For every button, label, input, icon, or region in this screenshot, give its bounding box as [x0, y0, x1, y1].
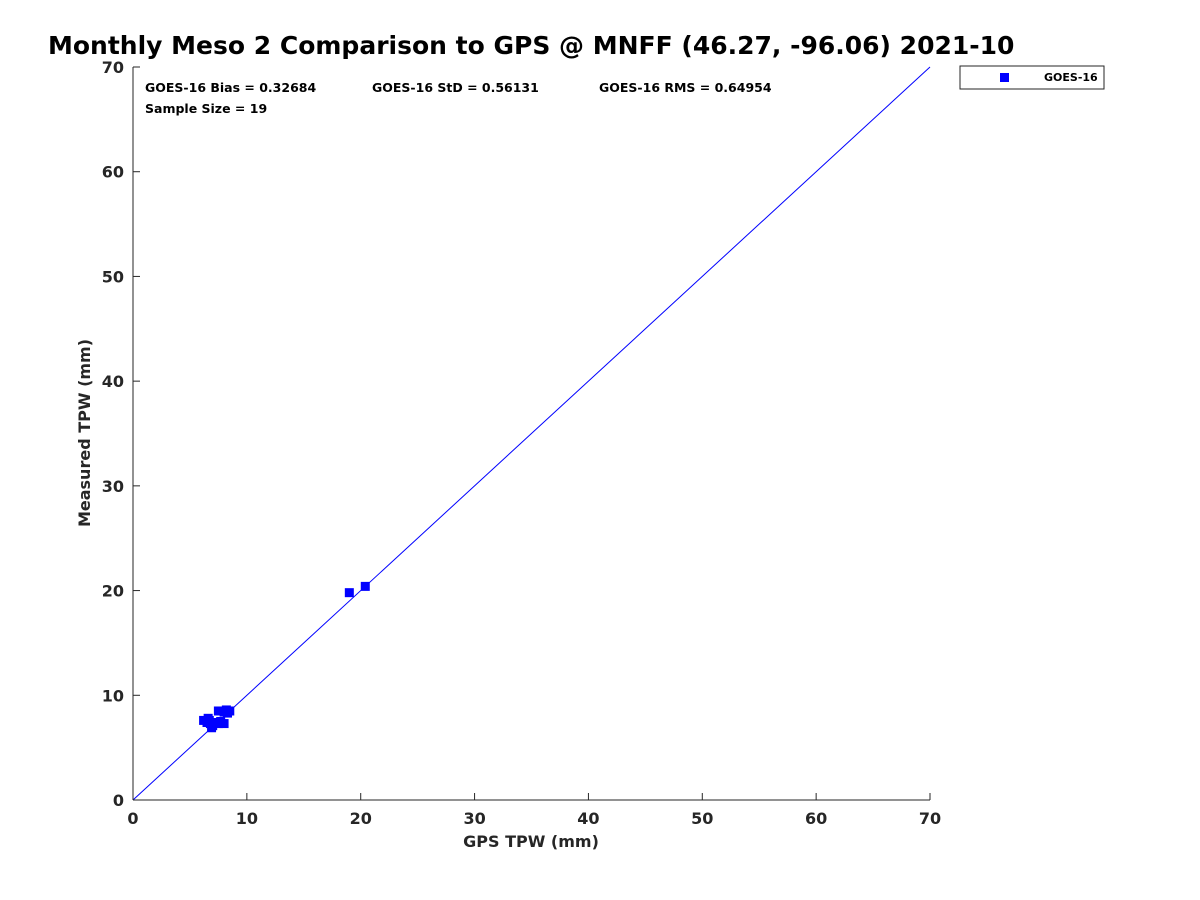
x-tick-label: 20	[350, 809, 372, 828]
data-point	[207, 723, 217, 733]
y-axis-label: Measured TPW (mm)	[75, 339, 94, 527]
y-tick-label: 10	[102, 686, 124, 705]
legend: GOES-16	[959, 65, 1105, 90]
x-tick-label: 70	[919, 809, 941, 828]
one-to-one-line	[132, 66, 931, 801]
y-tick-label: 50	[102, 267, 124, 286]
bias-stat: GOES-16 Bias = 0.32684	[145, 80, 316, 95]
data-point	[217, 706, 227, 716]
y-tick-label: 40	[102, 372, 124, 391]
x-tick-label: 30	[463, 809, 485, 828]
x-axis-label: GPS TPW (mm)	[463, 832, 599, 851]
x-tick-label: 10	[236, 809, 258, 828]
x-tick-label: 60	[805, 809, 827, 828]
x-axis-ticks: 0 10 20 30 40 50 60 70	[127, 793, 941, 828]
x-tick-label: 50	[691, 809, 713, 828]
y-tick-label: 0	[113, 791, 124, 810]
y-axis-ticks: 0 10 20 30 40 50 60 70	[102, 58, 140, 810]
legend-marker-goes-16	[1000, 73, 1009, 82]
x-tick-label: 0	[127, 809, 138, 828]
data-point	[202, 718, 212, 728]
legend-box	[959, 65, 1105, 90]
sample-size-stat: Sample Size = 19	[145, 101, 267, 116]
data-point	[344, 588, 354, 598]
y-tick-label: 70	[102, 58, 124, 77]
data-point	[219, 719, 229, 729]
y-tick-label: 30	[102, 477, 124, 496]
rms-stat: GOES-16 RMS = 0.64954	[599, 80, 772, 95]
x-tick-label: 40	[577, 809, 599, 828]
chart-title: Monthly Meso 2 Comparison to GPS @ MNFF …	[48, 31, 1014, 60]
std-stat: GOES-16 StD = 0.56131	[372, 80, 539, 95]
data-point	[360, 581, 370, 591]
data-point	[223, 708, 233, 718]
y-tick-label: 60	[102, 163, 124, 182]
y-tick-label: 20	[102, 582, 124, 601]
plot-area: 0 10 20 30 40 50 60 70 0 10 20 30 40 50 60 70	[102, 58, 941, 828]
data-points	[199, 581, 370, 733]
legend-entry-goes-16: GOES-16	[1044, 71, 1098, 84]
